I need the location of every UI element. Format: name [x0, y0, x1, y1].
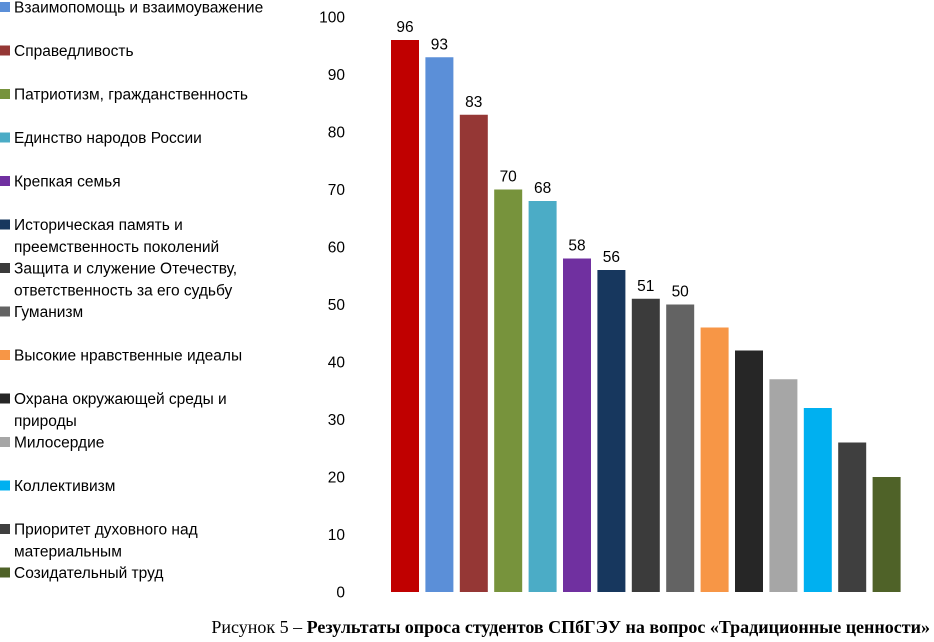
bar — [631, 298, 660, 592]
legend-label: ответственность за его судьбу — [14, 283, 233, 300]
legend-label: Милосердие — [14, 435, 104, 452]
legend-swatch — [0, 2, 10, 12]
legend-label: Коллективизм — [14, 478, 115, 495]
legend-label: Справедливость — [14, 43, 134, 60]
data-label: 51 — [637, 278, 654, 295]
y-tick-label: 30 — [328, 412, 346, 429]
data-labels: 96 93 83 70 68 58 56 51 50 — [396, 19, 689, 301]
legend-label: Историческая память и — [14, 217, 183, 234]
bar — [666, 304, 695, 592]
data-label: 68 — [534, 180, 551, 197]
legend-label: Созидательный труд — [14, 565, 163, 582]
legend-label: преемственность поколений — [14, 239, 219, 256]
bar — [528, 201, 557, 592]
y-tick-label: 80 — [328, 125, 346, 142]
legend-label: природы — [14, 413, 77, 430]
legend-swatch — [0, 263, 10, 273]
legend-label: материальным — [14, 544, 122, 561]
bar — [838, 442, 867, 592]
legend-label: Высокие нравственные идеалы — [14, 348, 242, 365]
y-tick-label: 90 — [328, 67, 346, 84]
data-label: 96 — [396, 19, 413, 36]
y-tick-label: 20 — [328, 470, 346, 487]
bar — [391, 40, 419, 592]
legend-item: Защита и служение Отечеству, ответственно… — [0, 261, 237, 300]
legend-label: Крепкая семья — [14, 174, 121, 191]
legend: Взаимопомощь и взаимоуважение Справедливо… — [0, 0, 263, 582]
legend-label: Взаимопомощь и взаимоуважение — [14, 0, 263, 17]
legend-item: Взаимопомощь и взаимоуважение — [0, 0, 263, 17]
bar — [563, 258, 591, 592]
legend-swatch — [0, 567, 10, 578]
caption-title: Результаты опроса студентов СПбГЭУ на во… — [306, 617, 930, 637]
data-label: 83 — [465, 94, 482, 111]
legend-label: Гуманизм — [14, 304, 83, 321]
data-label: 70 — [500, 169, 518, 186]
bar — [597, 270, 626, 592]
legend-item: Единство народов России — [0, 130, 202, 147]
legend-swatch — [0, 350, 10, 360]
data-label: 50 — [672, 284, 690, 301]
bar — [735, 350, 763, 592]
bars — [391, 40, 901, 592]
bar-chart: Взаимопомощь и взаимоуважение Справедливо… — [0, 0, 901, 602]
legend-item: Высокие нравственные идеалы — [0, 348, 242, 365]
legend-label: Охрана окружающей среды и — [14, 391, 227, 408]
legend-swatch — [0, 524, 10, 534]
legend-swatch — [0, 132, 10, 143]
legend-swatch — [0, 219, 10, 230]
legend-swatch — [0, 437, 10, 447]
y-axis: 0 10 20 30 40 50 60 70 80 90 100 — [319, 10, 345, 602]
y-tick-label: 70 — [328, 182, 346, 199]
legend-swatch — [0, 306, 10, 317]
bar — [459, 114, 488, 592]
legend-label: Приоритет духовного над — [14, 522, 198, 539]
legend-item: Коллективизм — [0, 478, 115, 495]
legend-swatch — [0, 45, 10, 56]
data-label: 58 — [568, 238, 585, 255]
y-tick-label: 50 — [328, 297, 346, 314]
data-label: 93 — [431, 36, 448, 53]
bar — [769, 379, 798, 592]
legend-swatch — [0, 480, 10, 491]
legend-label: Защита и служение Отечеству, — [14, 261, 237, 278]
y-tick-label: 100 — [319, 10, 345, 27]
legend-swatch — [0, 89, 10, 99]
data-label: 56 — [603, 249, 620, 266]
caption-prefix: Рисунок 5 – — [211, 617, 307, 637]
bar — [425, 57, 454, 592]
legend-item: Справедливость — [0, 43, 134, 60]
y-tick-label: 0 — [336, 585, 345, 602]
legend-item: Приоритет духовного над материальным — [0, 522, 198, 561]
y-tick-label: 40 — [328, 355, 346, 372]
legend-label: Единство народов России — [14, 130, 202, 147]
y-tick-label: 60 — [328, 240, 346, 257]
legend-label: Патриотизм, гражданственность — [14, 87, 248, 104]
bar — [494, 189, 523, 592]
bar — [700, 327, 729, 592]
legend-item: Гуманизм — [0, 304, 83, 321]
y-tick-label: 10 — [328, 527, 346, 544]
legend-swatch — [0, 176, 10, 186]
bar — [803, 408, 832, 592]
legend-swatch — [0, 393, 10, 404]
legend-item: Крепкая семья — [0, 174, 121, 191]
legend-item: Созидательный труд — [0, 565, 163, 582]
legend-item: Милосердие — [0, 435, 104, 452]
figure-caption: Рисунок 5 – Результаты опроса студентов … — [0, 617, 934, 638]
bar — [872, 477, 901, 592]
legend-item: Патриотизм, гражданственность — [0, 87, 248, 104]
legend-item: Историческая память и преемственность пок… — [0, 217, 219, 256]
legend-item: Охрана окружающей среды и природы — [0, 391, 227, 430]
